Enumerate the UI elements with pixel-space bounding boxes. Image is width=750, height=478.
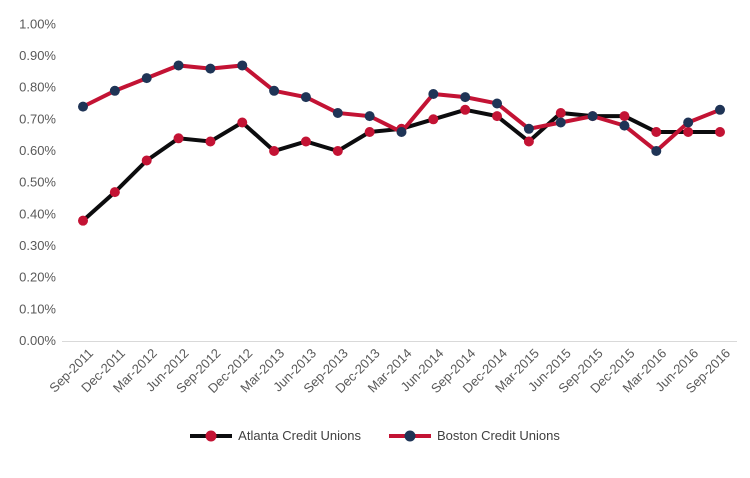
atlanta-credit-unions-marker (141, 155, 152, 166)
legend: Atlanta Credit Unions Boston Credit Unio… (0, 428, 750, 443)
boston-credit-unions-marker (715, 104, 725, 115)
boston-credit-unions-marker (619, 120, 630, 131)
boston-credit-unions-marker (269, 85, 280, 96)
atlanta-credit-unions-marker (428, 114, 439, 125)
atlanta-line-marker-icon (190, 430, 233, 441)
atlanta-credit-unions-marker (555, 107, 566, 118)
atlanta-credit-unions-marker (492, 111, 503, 122)
legend-sample-marker (404, 430, 416, 441)
atlanta-credit-unions-marker (237, 117, 248, 128)
plot-area: 0.00% 0.10% 0.20% 0.30% 0.40% 0.50% 0.60% 0.70%… (19, 16, 737, 396)
y-axis-labels: 0.00% 0.10% 0.20% 0.30% 0.40% 0.50% 0.60% 0.70%… (19, 16, 56, 348)
legend-label-atlanta: Atlanta Credit Unions (238, 428, 361, 443)
boston-credit-unions-marker (555, 117, 566, 128)
boston-credit-unions-marker (587, 111, 598, 122)
y-tick-label: 0.20% (19, 270, 56, 285)
boston-credit-unions-marker (460, 92, 471, 103)
atlanta-credit-unions-marker (364, 126, 375, 137)
boston-credit-unions-marker (109, 85, 120, 96)
boston-line-marker-icon (389, 430, 431, 441)
boston-credit-unions-marker (332, 107, 343, 118)
y-tick-label: 0.90% (19, 48, 56, 63)
atlanta-credit-unions-marker (205, 136, 216, 147)
legend-item-boston: Boston Credit Unions (389, 428, 560, 443)
boston-credit-unions-marker (523, 123, 534, 134)
atlanta-credit-unions-marker (460, 104, 471, 115)
y-tick-label: 0.60% (19, 143, 56, 158)
y-tick-label: 0.00% (19, 333, 56, 348)
legend-sample-marker (205, 430, 217, 441)
boston-credit-unions-marker (396, 126, 407, 137)
atlanta-credit-unions-marker (332, 145, 343, 156)
atlanta-credit-unions-marker (78, 215, 88, 226)
atlanta-credit-unions-marker (300, 136, 311, 147)
atlanta-credit-unions-marker (523, 136, 534, 147)
atlanta-credit-unions-marker (651, 126, 662, 137)
y-tick-label: 0.10% (19, 301, 56, 316)
y-tick-label: 1.00% (19, 16, 56, 31)
y-tick-label: 0.40% (19, 206, 56, 221)
atlanta-credit-unions-marker (109, 187, 120, 198)
atlanta-credit-unions-marker (619, 111, 630, 122)
atlanta-credit-unions-marker (173, 133, 184, 144)
atlanta-credit-unions-marker (269, 145, 280, 156)
y-tick-label: 0.50% (19, 175, 56, 190)
boston-credit-unions-marker (364, 111, 375, 122)
boston-credit-unions-marker (205, 63, 216, 74)
boston-credit-unions-marker (492, 98, 503, 109)
boston-credit-unions-marker (300, 92, 311, 103)
boston-credit-unions-marker (78, 101, 88, 112)
y-tick-label: 0.70% (19, 111, 56, 126)
legend-item-atlanta: Atlanta Credit Unions (190, 428, 361, 443)
legend-label-boston: Boston Credit Unions (437, 428, 560, 443)
series-boston-credit-unions (78, 60, 725, 156)
atlanta-credit-unions-marker (715, 126, 725, 137)
y-tick-label: 0.80% (19, 80, 56, 95)
atlanta-credit-unions-marker (683, 126, 694, 137)
boston-credit-unions-marker (173, 60, 184, 71)
boston-credit-unions-marker (683, 117, 694, 128)
y-tick-label: 0.30% (19, 238, 56, 253)
boston-credit-unions-marker (141, 73, 152, 84)
x-axis-labels: Sep-2011Dec-2011Mar-2012Jun-2012Sep-2012… (46, 346, 733, 396)
boston-credit-unions-marker (651, 145, 662, 156)
boston-credit-unions-marker (428, 88, 439, 99)
boston-credit-unions-marker (237, 60, 248, 71)
